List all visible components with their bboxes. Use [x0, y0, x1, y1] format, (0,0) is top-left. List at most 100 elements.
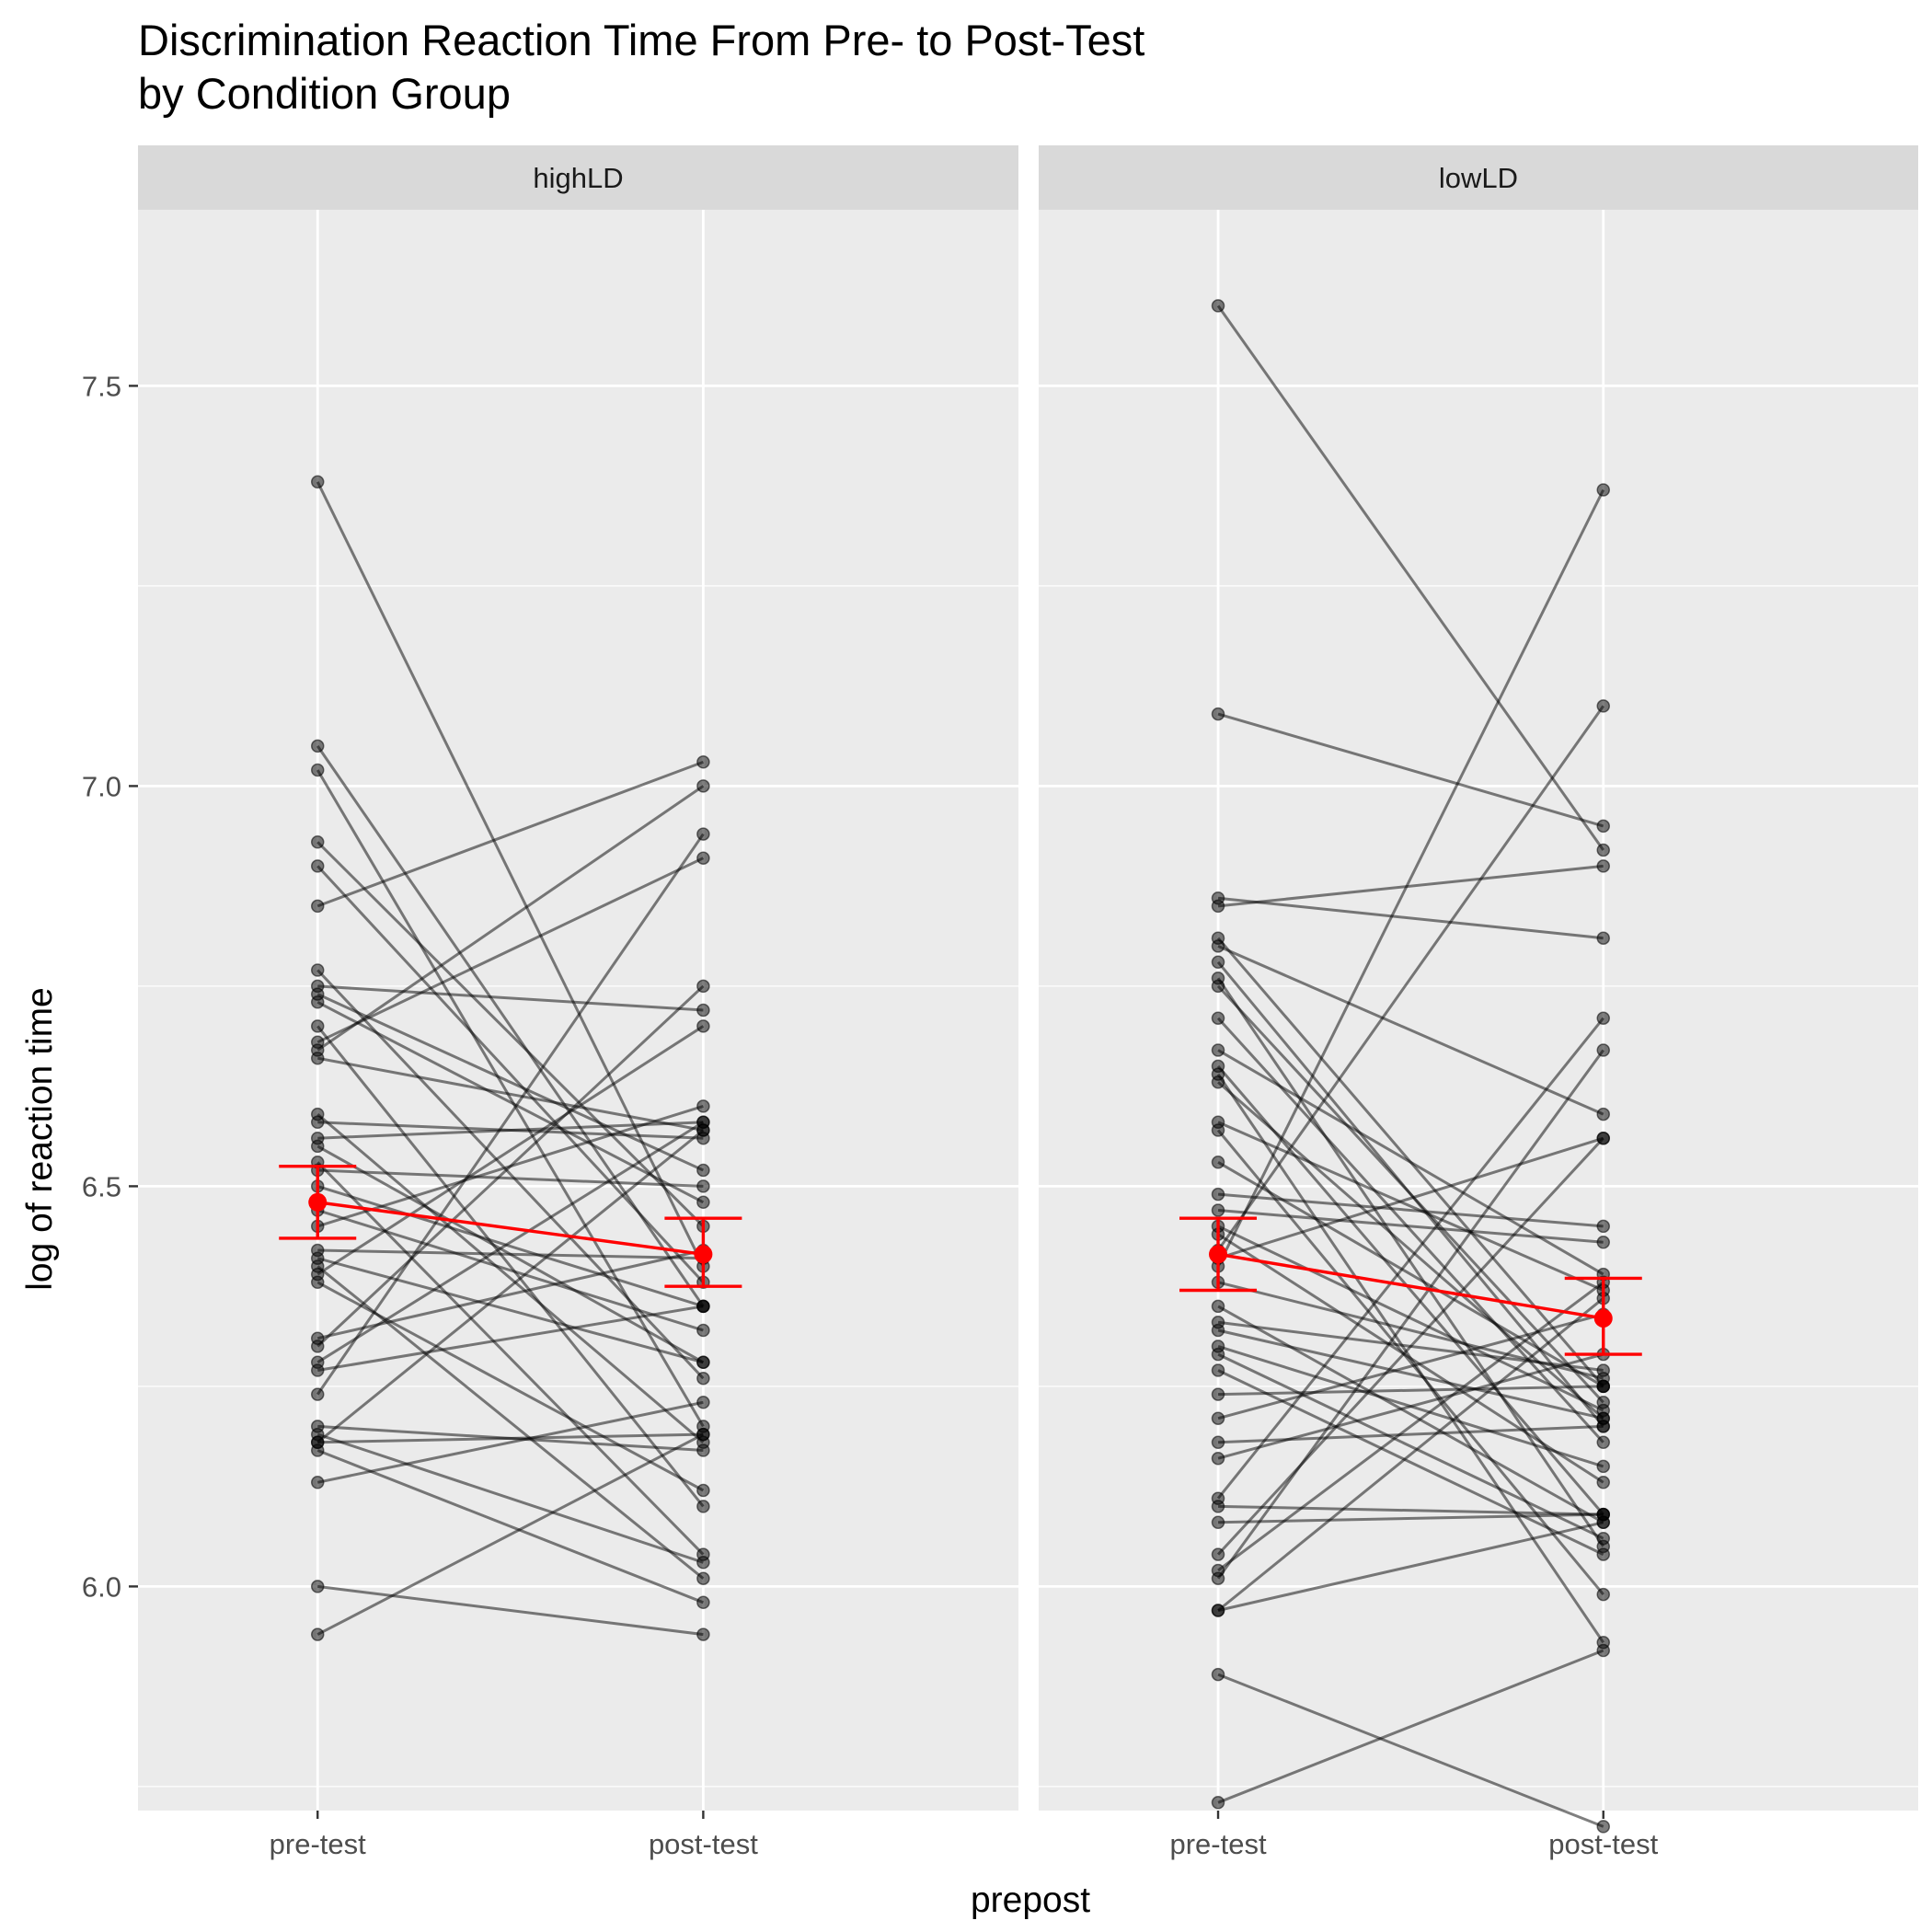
- subject-line: [317, 1432, 704, 1444]
- subject-point-post: [1596, 1643, 1611, 1658]
- subject-point-pre: [1211, 299, 1225, 313]
- subject-point-post: [696, 1195, 710, 1210]
- y-axis-title: log of reaction time: [20, 987, 60, 1291]
- subject-point-pre: [310, 835, 325, 849]
- subject-point-pre: [1211, 979, 1225, 994]
- subject-point-pre: [1211, 1323, 1225, 1338]
- subject-point-post: [696, 1019, 710, 1033]
- subject-point-pre: [1211, 1299, 1225, 1314]
- subject-highLD-11: [310, 1019, 710, 1513]
- subject-point-pre: [1211, 1011, 1225, 1025]
- subject-line: [316, 760, 704, 908]
- subject-point-post: [696, 851, 710, 865]
- mean-highLD: [279, 1164, 742, 1288]
- mean-point-pre: [308, 1192, 328, 1212]
- y-tick-label: 7.0: [82, 770, 121, 802]
- subject-lowLD-6: [1211, 939, 1611, 1121]
- subject-line: [1217, 1225, 1604, 1412]
- subject-highLD-33: [310, 827, 710, 1401]
- subject-point-pre: [310, 763, 325, 777]
- subject-line: [316, 1025, 705, 1276]
- subject-point-post: [696, 1396, 710, 1409]
- subject-point-post: [1596, 1236, 1611, 1249]
- subject-line: [316, 865, 705, 1283]
- subject-point-post: [696, 779, 710, 793]
- subject-point-pre: [1211, 1547, 1225, 1561]
- subject-point-post: [1596, 1379, 1611, 1394]
- subject-point-post: [696, 1571, 710, 1585]
- chart-subtitle: by Condition Group: [138, 69, 511, 118]
- subject-point-pre: [310, 1363, 325, 1377]
- subject-lowLD-30: [1211, 1347, 1611, 1546]
- mean-point-post: [1593, 1308, 1613, 1328]
- subject-lowLD-44: [1211, 1667, 1611, 1834]
- subject-point-pre: [310, 1115, 325, 1130]
- strip-label-highLD: highLD: [533, 162, 623, 194]
- subject-line: [316, 1000, 705, 1204]
- subject-line: [1217, 1121, 1604, 1292]
- mean-line: [317, 1201, 704, 1257]
- subject-line: [1217, 1136, 1604, 1260]
- subject-line: [316, 857, 705, 1044]
- subject-point-pre: [310, 1580, 325, 1593]
- y-tick-label: 6.5: [82, 1170, 121, 1202]
- subject-point-post: [696, 979, 710, 994]
- subject-point-pre: [1211, 1667, 1225, 1682]
- subject-point-pre: [310, 1275, 325, 1290]
- subject-line: [316, 993, 705, 1172]
- subject-line: [1216, 977, 1604, 1547]
- subject-point-pre: [310, 1443, 325, 1457]
- subject-point-pre: [310, 1051, 325, 1065]
- mean-lowLD: [1179, 1216, 1642, 1356]
- subject-point-post: [696, 1556, 710, 1570]
- subject-point-pre: [1211, 1604, 1225, 1617]
- subject-point-post: [696, 827, 710, 841]
- subject-line: [1217, 712, 1604, 828]
- subject-line: [1216, 1017, 1604, 1500]
- subject-line: [316, 1121, 705, 1364]
- subject-point-post: [1596, 843, 1611, 857]
- subject-line: [1217, 1385, 1604, 1397]
- subject-point-pre: [310, 475, 325, 489]
- subject-point-pre: [310, 1139, 325, 1154]
- subject-point-pre: [1211, 1411, 1225, 1425]
- subject-highLD-38: [310, 1443, 710, 1610]
- subject-highLD-6: [310, 755, 710, 914]
- subject-point-pre: [1211, 955, 1225, 970]
- subject-point-post: [1596, 1219, 1611, 1234]
- subject-point-pre: [1211, 1435, 1225, 1450]
- subject-line: [1216, 489, 1605, 1268]
- subject-line: [317, 1248, 704, 1260]
- subject-highLD-30: [310, 979, 710, 1353]
- subject-point-pre: [310, 1019, 325, 1033]
- subject-lowLD-43: [1211, 1291, 1611, 1617]
- subject-line: [317, 1584, 704, 1637]
- subject-line: [1217, 1233, 1604, 1484]
- subject-line: [1217, 1209, 1604, 1244]
- panel-background-lowLD: [1039, 210, 1918, 1811]
- subject-point-post: [696, 1323, 710, 1338]
- subject-point-post: [1596, 1043, 1611, 1057]
- subject-highLD-41: [310, 1427, 710, 1641]
- subject-highLD-8: [310, 979, 710, 1018]
- subject-point-pre: [310, 1476, 325, 1489]
- chart-title: Discrimination Reaction Time From Pre- t…: [138, 16, 1144, 64]
- subject-point-post: [696, 1500, 710, 1513]
- subject-highLD-37: [310, 1123, 710, 1450]
- mean-point-post: [694, 1245, 713, 1264]
- subject-point-post: [696, 1179, 710, 1193]
- x-axis-title: prepost: [971, 1880, 1090, 1920]
- subject-point-pre: [1211, 1796, 1225, 1810]
- subject-point-post: [696, 1003, 710, 1018]
- subject-point-pre: [1211, 1156, 1225, 1169]
- subject-line: [316, 1400, 704, 1484]
- subject-line: [1217, 945, 1604, 1116]
- subject-point-post: [696, 1371, 710, 1386]
- subject-line: [1217, 896, 1604, 940]
- subject-point-post: [1596, 931, 1611, 945]
- subject-point-pre: [310, 1627, 325, 1641]
- subject-point-pre: [1211, 1500, 1225, 1513]
- subject-point-post: [1596, 1459, 1611, 1474]
- subject-point-post: [1596, 1547, 1611, 1561]
